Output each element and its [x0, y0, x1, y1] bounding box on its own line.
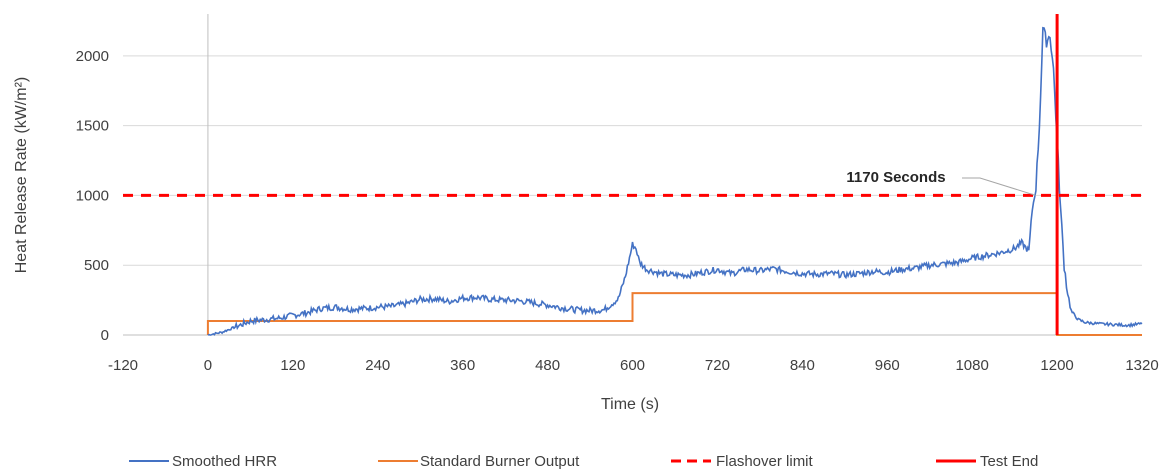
x-tick-label: 480 — [535, 357, 560, 374]
x-tick-label: 720 — [705, 357, 730, 374]
x-tick-label: 1320 — [1125, 357, 1158, 374]
y-tick-label: 1000 — [76, 187, 109, 204]
legend-label: Flashover limit — [716, 453, 814, 470]
x-tick-labels: -120 0 120 240 360 480 600 720 840 960 1080 1200 132… — [108, 357, 1159, 374]
legend-label: Test End — [980, 453, 1038, 470]
annotation-leader-line — [962, 177, 1036, 196]
y-tick-label: 2000 — [76, 48, 109, 65]
x-tick-label: -120 — [108, 357, 138, 374]
legend: Smoothed HRR Standard Burner Output Flasho… — [129, 453, 1038, 470]
x-tick-label: 600 — [620, 357, 645, 374]
annotations: 1170 Seconds — [846, 169, 1036, 196]
y-tick-label: 500 — [84, 257, 109, 274]
x-tick-label: 240 — [365, 357, 390, 374]
x-tick-label: 120 — [280, 357, 305, 374]
y-tick-label: 0 — [101, 327, 109, 344]
annotation-label: 1170 Seconds — [846, 169, 945, 186]
legend-label: Standard Burner Output — [420, 453, 580, 470]
x-tick-label: 360 — [450, 357, 475, 374]
gridlines — [123, 14, 1142, 336]
y-tick-label: 1500 — [76, 118, 109, 135]
y-axis-title: Heat Release Rate (kW/m²) — [13, 77, 30, 274]
x-tick-label: 840 — [790, 357, 815, 374]
standard-burner-output-line — [206, 292, 1142, 336]
series-lines — [123, 14, 1143, 336]
smoothed-hrr-line — [207, 26, 1143, 336]
y-tick-labels: 0 500 1000 1500 2000 — [76, 48, 109, 344]
x-axis-title: Time (s) — [601, 396, 659, 413]
x-tick-label: 0 — [204, 357, 212, 374]
legend-label: Smoothed HRR — [172, 453, 277, 470]
x-tick-label: 960 — [875, 357, 900, 374]
x-tick-label: 1200 — [1040, 357, 1073, 374]
x-tick-label: 1080 — [955, 357, 988, 374]
